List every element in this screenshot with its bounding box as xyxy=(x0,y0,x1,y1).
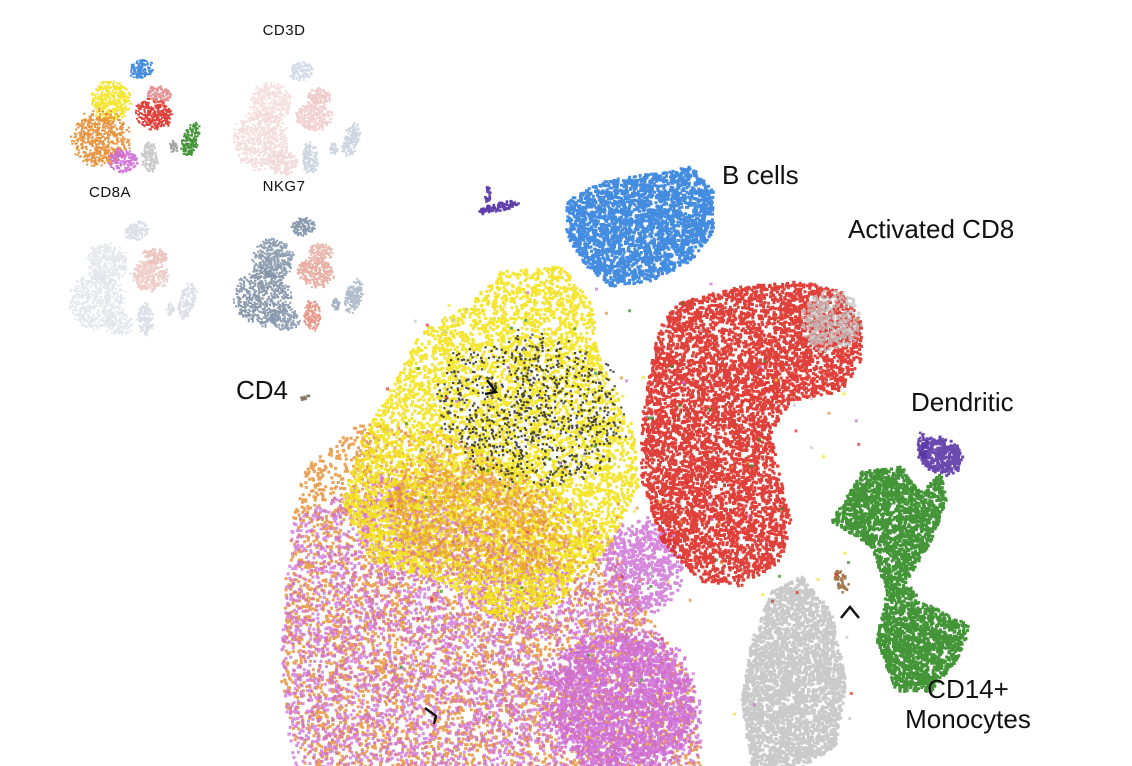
thumb-nkg7-blue xyxy=(290,217,316,237)
cluster-cd4-orange-mix xyxy=(379,457,568,587)
thumb-nkg7-pink xyxy=(269,305,301,331)
thumb-cd3d-pink xyxy=(268,150,299,176)
cluster-small-purple-streak xyxy=(478,199,520,216)
thumb-nkg7-gray2 xyxy=(331,297,341,311)
thumb-clusters-gray2 xyxy=(169,139,179,153)
arrowhead-icon xyxy=(840,605,860,619)
thumb-clusters-gray xyxy=(140,141,159,173)
cluster-dendritic-stem xyxy=(916,431,929,460)
thumb-cd8a-green xyxy=(176,282,198,321)
main-tsne-plot xyxy=(280,165,970,766)
thumb-clusters-red xyxy=(135,98,173,131)
thumbnail-cluster-plot xyxy=(70,59,201,174)
stray-points xyxy=(380,282,861,720)
cluster-activated-cd8 xyxy=(640,280,863,588)
cluster-pink-lower xyxy=(541,624,701,766)
label-dendritic: Dendritic xyxy=(911,387,1014,417)
thumb-nkg7-yellow xyxy=(251,237,295,281)
thumb-nkg7-red2 xyxy=(308,242,334,261)
thumb-clusters-red2 xyxy=(146,85,172,103)
label-cd4: CD4 xyxy=(236,375,289,405)
arrowhead-icon xyxy=(484,379,499,396)
thumb-cd3d-red xyxy=(295,99,334,132)
label-cd14-line1: CD14+ xyxy=(927,674,1009,704)
cluster-cd14-monocytes xyxy=(831,465,970,693)
thumbnail-title-cd8a: CD8A xyxy=(88,184,132,201)
label-cd14-line2: Monocytes xyxy=(905,704,1031,734)
thumb-clusters-pink xyxy=(107,148,139,174)
thumb-cd8a-yellow xyxy=(86,242,128,284)
cluster-nk-gray xyxy=(740,575,847,766)
cluster-b-cells xyxy=(565,165,715,288)
thumb-clusters-blue xyxy=(129,59,154,79)
thumb-cd8a-blue xyxy=(124,220,150,242)
thumb-nkg7-orange xyxy=(232,266,293,328)
cluster-dark-dots xyxy=(436,328,627,490)
thumb-cd3d-blue xyxy=(289,61,314,82)
thumb-cd3d-red2 xyxy=(307,86,331,105)
thumb-cd8a-gray xyxy=(136,302,155,337)
thumb-nkg7-gray xyxy=(303,300,322,332)
thumb-nkg7-green xyxy=(344,277,364,314)
cluster-cd8-gray-edge xyxy=(800,289,863,354)
thumb-cd3d-gray2 xyxy=(329,142,339,155)
thumb-cd8a-red xyxy=(129,259,170,293)
thumb-cd8a-gray2 xyxy=(165,302,176,316)
stray-dot-near-cd4 xyxy=(300,394,311,401)
cluster-small-purple-stem xyxy=(484,186,492,209)
arrowhead-icon xyxy=(424,706,438,725)
cluster-dendritic xyxy=(917,435,965,477)
thumb-nkg7-red xyxy=(296,256,335,289)
label-activated-cd8: Activated CD8 xyxy=(848,214,1015,244)
thumbnail-cd3d-plot xyxy=(232,61,362,176)
thumbnail-nkg7-plot xyxy=(232,217,364,332)
arrowhead-markers xyxy=(424,379,860,725)
thumbnail-title-cd3d: CD3D xyxy=(262,22,306,39)
label-b-cells: B cells xyxy=(722,160,799,190)
thumb-clusters-yellow xyxy=(90,80,133,123)
thumbnail-title-nkg7: NKG7 xyxy=(262,178,306,195)
thumb-cd3d-green xyxy=(341,122,362,158)
cluster-cd4-yellow xyxy=(340,265,640,620)
thumb-cd8a-pink xyxy=(104,310,134,336)
thumb-cd8a-red2 xyxy=(142,247,168,265)
thumb-cd3d-gray xyxy=(302,141,320,174)
cluster-pink-purple xyxy=(280,472,703,766)
thumbnail-cd8a-plot xyxy=(69,220,198,337)
thumb-clusters-green xyxy=(180,121,201,156)
cluster-small-brown xyxy=(833,569,850,594)
